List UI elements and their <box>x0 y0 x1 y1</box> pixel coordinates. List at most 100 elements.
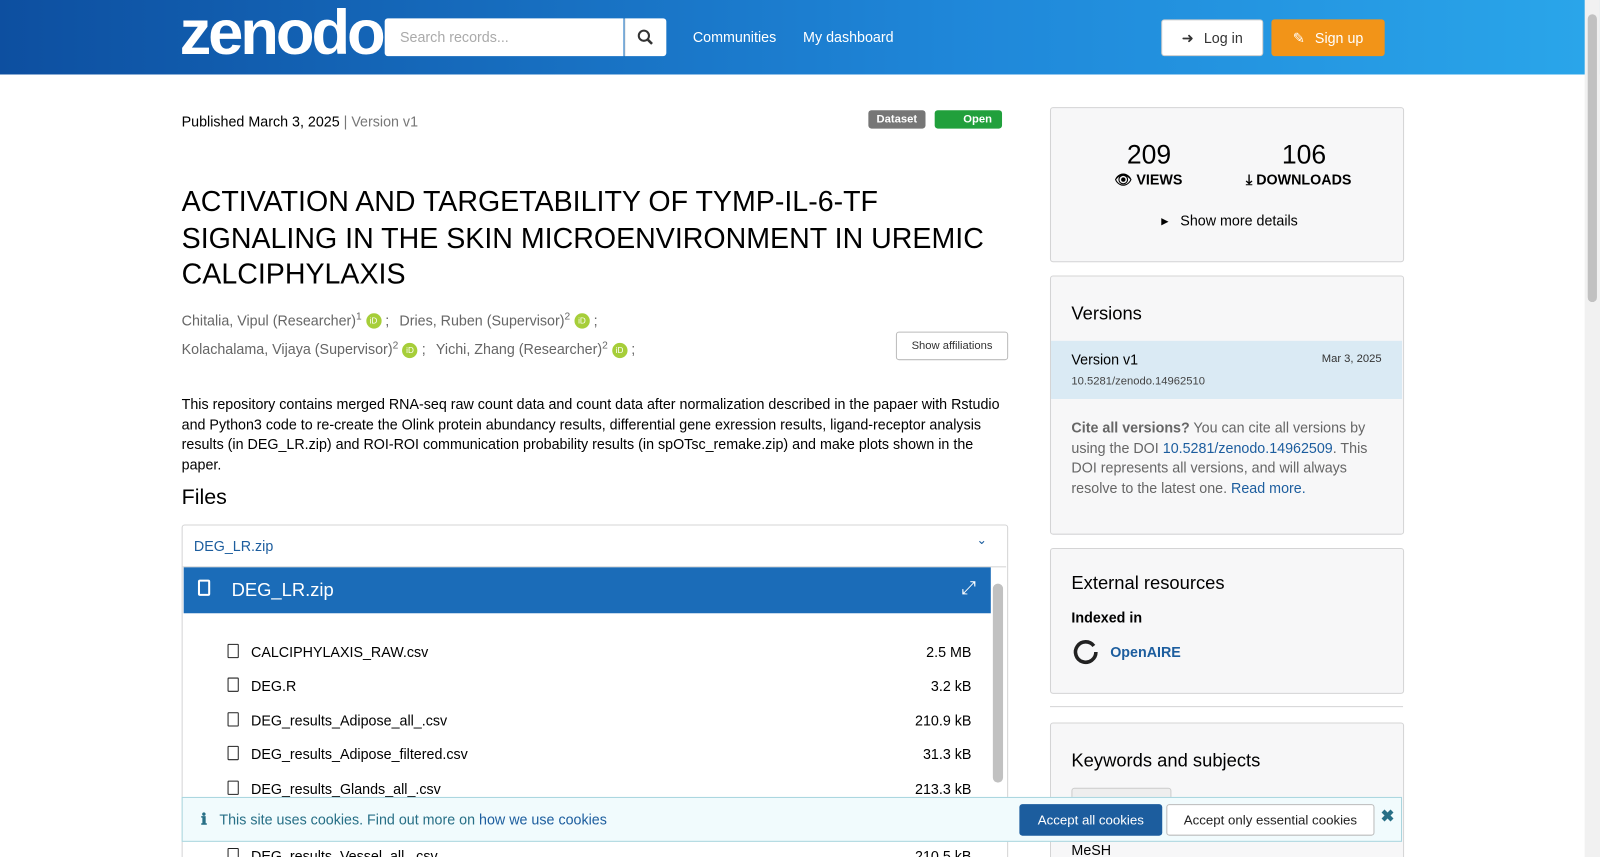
files-box <box>181 524 1009 857</box>
file-left: CALCIPHYLAXIS_RAW.csv <box>224 643 429 661</box>
cite-all: Cite all versions? You can cite all vers… <box>1071 418 1377 498</box>
logo[interactable]: zenodo <box>179 0 386 69</box>
mesh-label: MeSH <box>1071 841 1112 857</box>
file-left: DEG.R <box>224 677 297 695</box>
login-label: Log in <box>1203 29 1243 46</box>
separator: ; <box>593 311 598 329</box>
nav-link[interactable]: Communities <box>692 28 777 45</box>
file-row: CALCIPHYLAXIS_RAW.csv 2.5 MB <box>224 643 972 661</box>
versions-card <box>1049 275 1405 535</box>
close-banner[interactable]: ✖ <box>1380 808 1395 826</box>
affiliation-number: 1 <box>356 311 362 323</box>
file-size: 210.5 kB <box>915 848 972 857</box>
file-row: DEG_results_Vessel_all_.csv 210.5 kB <box>224 848 971 857</box>
file-row: DEG_results_Adipose_filtered.csv 31.3 kB <box>224 746 971 762</box>
file-left: DEG_results_Adipose_all_.csv <box>224 712 447 728</box>
external-heading: External resources <box>1071 572 1225 593</box>
divider <box>1049 706 1404 708</box>
file-size: 3.2 kB <box>930 677 972 695</box>
version: | Version v1 <box>343 113 419 130</box>
file-left: DEG_results_Vessel_all_.csv <box>224 848 438 857</box>
preview-title: DEG_LR.zip <box>231 579 334 600</box>
downloads-label: ⤓ DOWNLOADS <box>1245 171 1352 188</box>
affiliations-button[interactable]: Show affiliations <box>895 331 1009 361</box>
file-size: 31.3 kB <box>922 746 972 763</box>
creator-name: Kolachalama, Vijaya (Supervisor) <box>181 341 393 358</box>
file-icon <box>227 848 239 857</box>
version-doi: 10.5281/zenodo.14962510 <box>1071 375 1205 388</box>
info-icon: ℹ <box>201 811 207 829</box>
file-left: DEG_results_Glands_all_.csv <box>224 780 441 797</box>
downloads-count: 106 <box>1281 138 1327 170</box>
creators: Chitalia, Vipul (Researcher)1 iD; Dries, R… <box>181 304 635 362</box>
version-date: Mar 3, 2025 <box>1321 353 1382 366</box>
cookie-link[interactable]: how we use cookies <box>479 811 607 828</box>
creator-name: Chitalia, Vipul (Researcher) <box>181 311 357 329</box>
openaire-link[interactable]: OpenAIRE <box>1110 643 1181 661</box>
record-title: ACTIVATION AND TARGETABILITY OF TYMP-IL-… <box>181 185 984 290</box>
signup-button[interactable]: ✎ Sign up <box>1271 19 1385 57</box>
zip-icon <box>197 579 211 596</box>
separator: ; <box>385 311 390 329</box>
versions-heading: Versions <box>1071 303 1142 324</box>
views-count: 209 <box>1126 138 1172 170</box>
orcid-icon: iD <box>365 313 382 330</box>
preview-header <box>183 567 991 614</box>
read-more[interactable]: Read more. <box>1231 479 1306 496</box>
cookie-text: This site uses cookies. Find out more on… <box>219 811 606 827</box>
more-details[interactable]: ▸ Show more details <box>1161 212 1298 229</box>
downloads-text: DOWNLOADS <box>1256 171 1352 188</box>
file-name: CALCIPHYLAXIS_RAW.csv <box>251 643 429 661</box>
affiliation-number: 2 <box>602 340 608 352</box>
scroll-thumb[interactable] <box>1587 14 1597 303</box>
creator: Dries, Ruben (Supervisor)2 iD; <box>399 311 598 330</box>
file-row: DEG_results_Glands_all_.csv 213.3 kB <box>224 780 972 797</box>
preview-scrollbar[interactable] <box>992 583 1004 783</box>
version-name: Version v1 <box>1071 351 1139 368</box>
views-label: 👁 VIEWS <box>1114 171 1183 188</box>
file-row: DEG_results_Adipose_all_.csv 210.9 kB <box>224 712 971 728</box>
creator-name: Yichi, Zhang (Researcher) <box>435 341 603 358</box>
file-size: 210.9 kB <box>915 712 972 729</box>
affiliation-number: 2 <box>564 311 571 323</box>
file-size: 2.5 MB <box>926 643 972 661</box>
creator: Kolachalama, Vijaya (Supervisor)2 iD; <box>181 340 426 359</box>
file-row: DEG.R 3.2 kB <box>224 677 972 695</box>
cite-text: You can cite all versions by using the D… <box>1071 419 1366 456</box>
more-text: Show more details <box>1180 212 1298 229</box>
file-icon <box>227 712 239 727</box>
divider <box>182 566 1007 568</box>
file-name: DEG_results_Adipose_all_.csv <box>251 712 448 729</box>
nav-link[interactable]: My dashboard <box>803 28 894 45</box>
file-name: DEG.R <box>251 677 297 695</box>
badge: Open <box>934 110 1003 129</box>
accept-all-button[interactable]: Accept all cookies <box>1019 804 1163 836</box>
keywords-heading: Keywords and subjects <box>1071 749 1261 771</box>
cookie-message: This site uses cookies. Find out more on <box>219 811 480 828</box>
separator: ; <box>631 341 636 358</box>
file-size: 213.3 kB <box>915 780 972 797</box>
login-button[interactable]: ➜ Log in <box>1161 19 1264 57</box>
published: Published March 3, 2025 <box>181 113 340 130</box>
signup-label: Sign up <box>1314 29 1364 46</box>
chevron[interactable]: ⌄ <box>976 532 987 547</box>
affiliation-number: 2 <box>392 340 399 352</box>
accordion-title[interactable]: DEG_LR.zip <box>193 537 274 555</box>
description: This repository contains merged RNA-seq … <box>181 395 1000 473</box>
badge: Dataset <box>868 110 926 129</box>
views-text: VIEWS <box>1136 171 1183 188</box>
search-input[interactable]: Search records... <box>384 18 624 57</box>
openaire-icon <box>1073 640 1098 665</box>
file-icon <box>227 677 239 693</box>
file-name: DEG_results_Adipose_filtered.csv <box>251 746 468 763</box>
fullscreen-icon[interactable]: ⤢ <box>961 577 976 598</box>
search-button[interactable] <box>624 18 667 57</box>
separator: ; <box>421 341 426 358</box>
accept-essential-button[interactable]: Accept only essential cookies <box>1166 804 1375 836</box>
file-name: DEG_results_Vessel_all_.csv <box>251 848 438 857</box>
orcid-icon: iD <box>402 342 418 359</box>
file-left: DEG_results_Adipose_filtered.csv <box>224 746 468 763</box>
version-item[interactable] <box>1051 340 1403 399</box>
cite-doi[interactable]: 10.5281/zenodo.14962509 <box>1162 439 1333 456</box>
